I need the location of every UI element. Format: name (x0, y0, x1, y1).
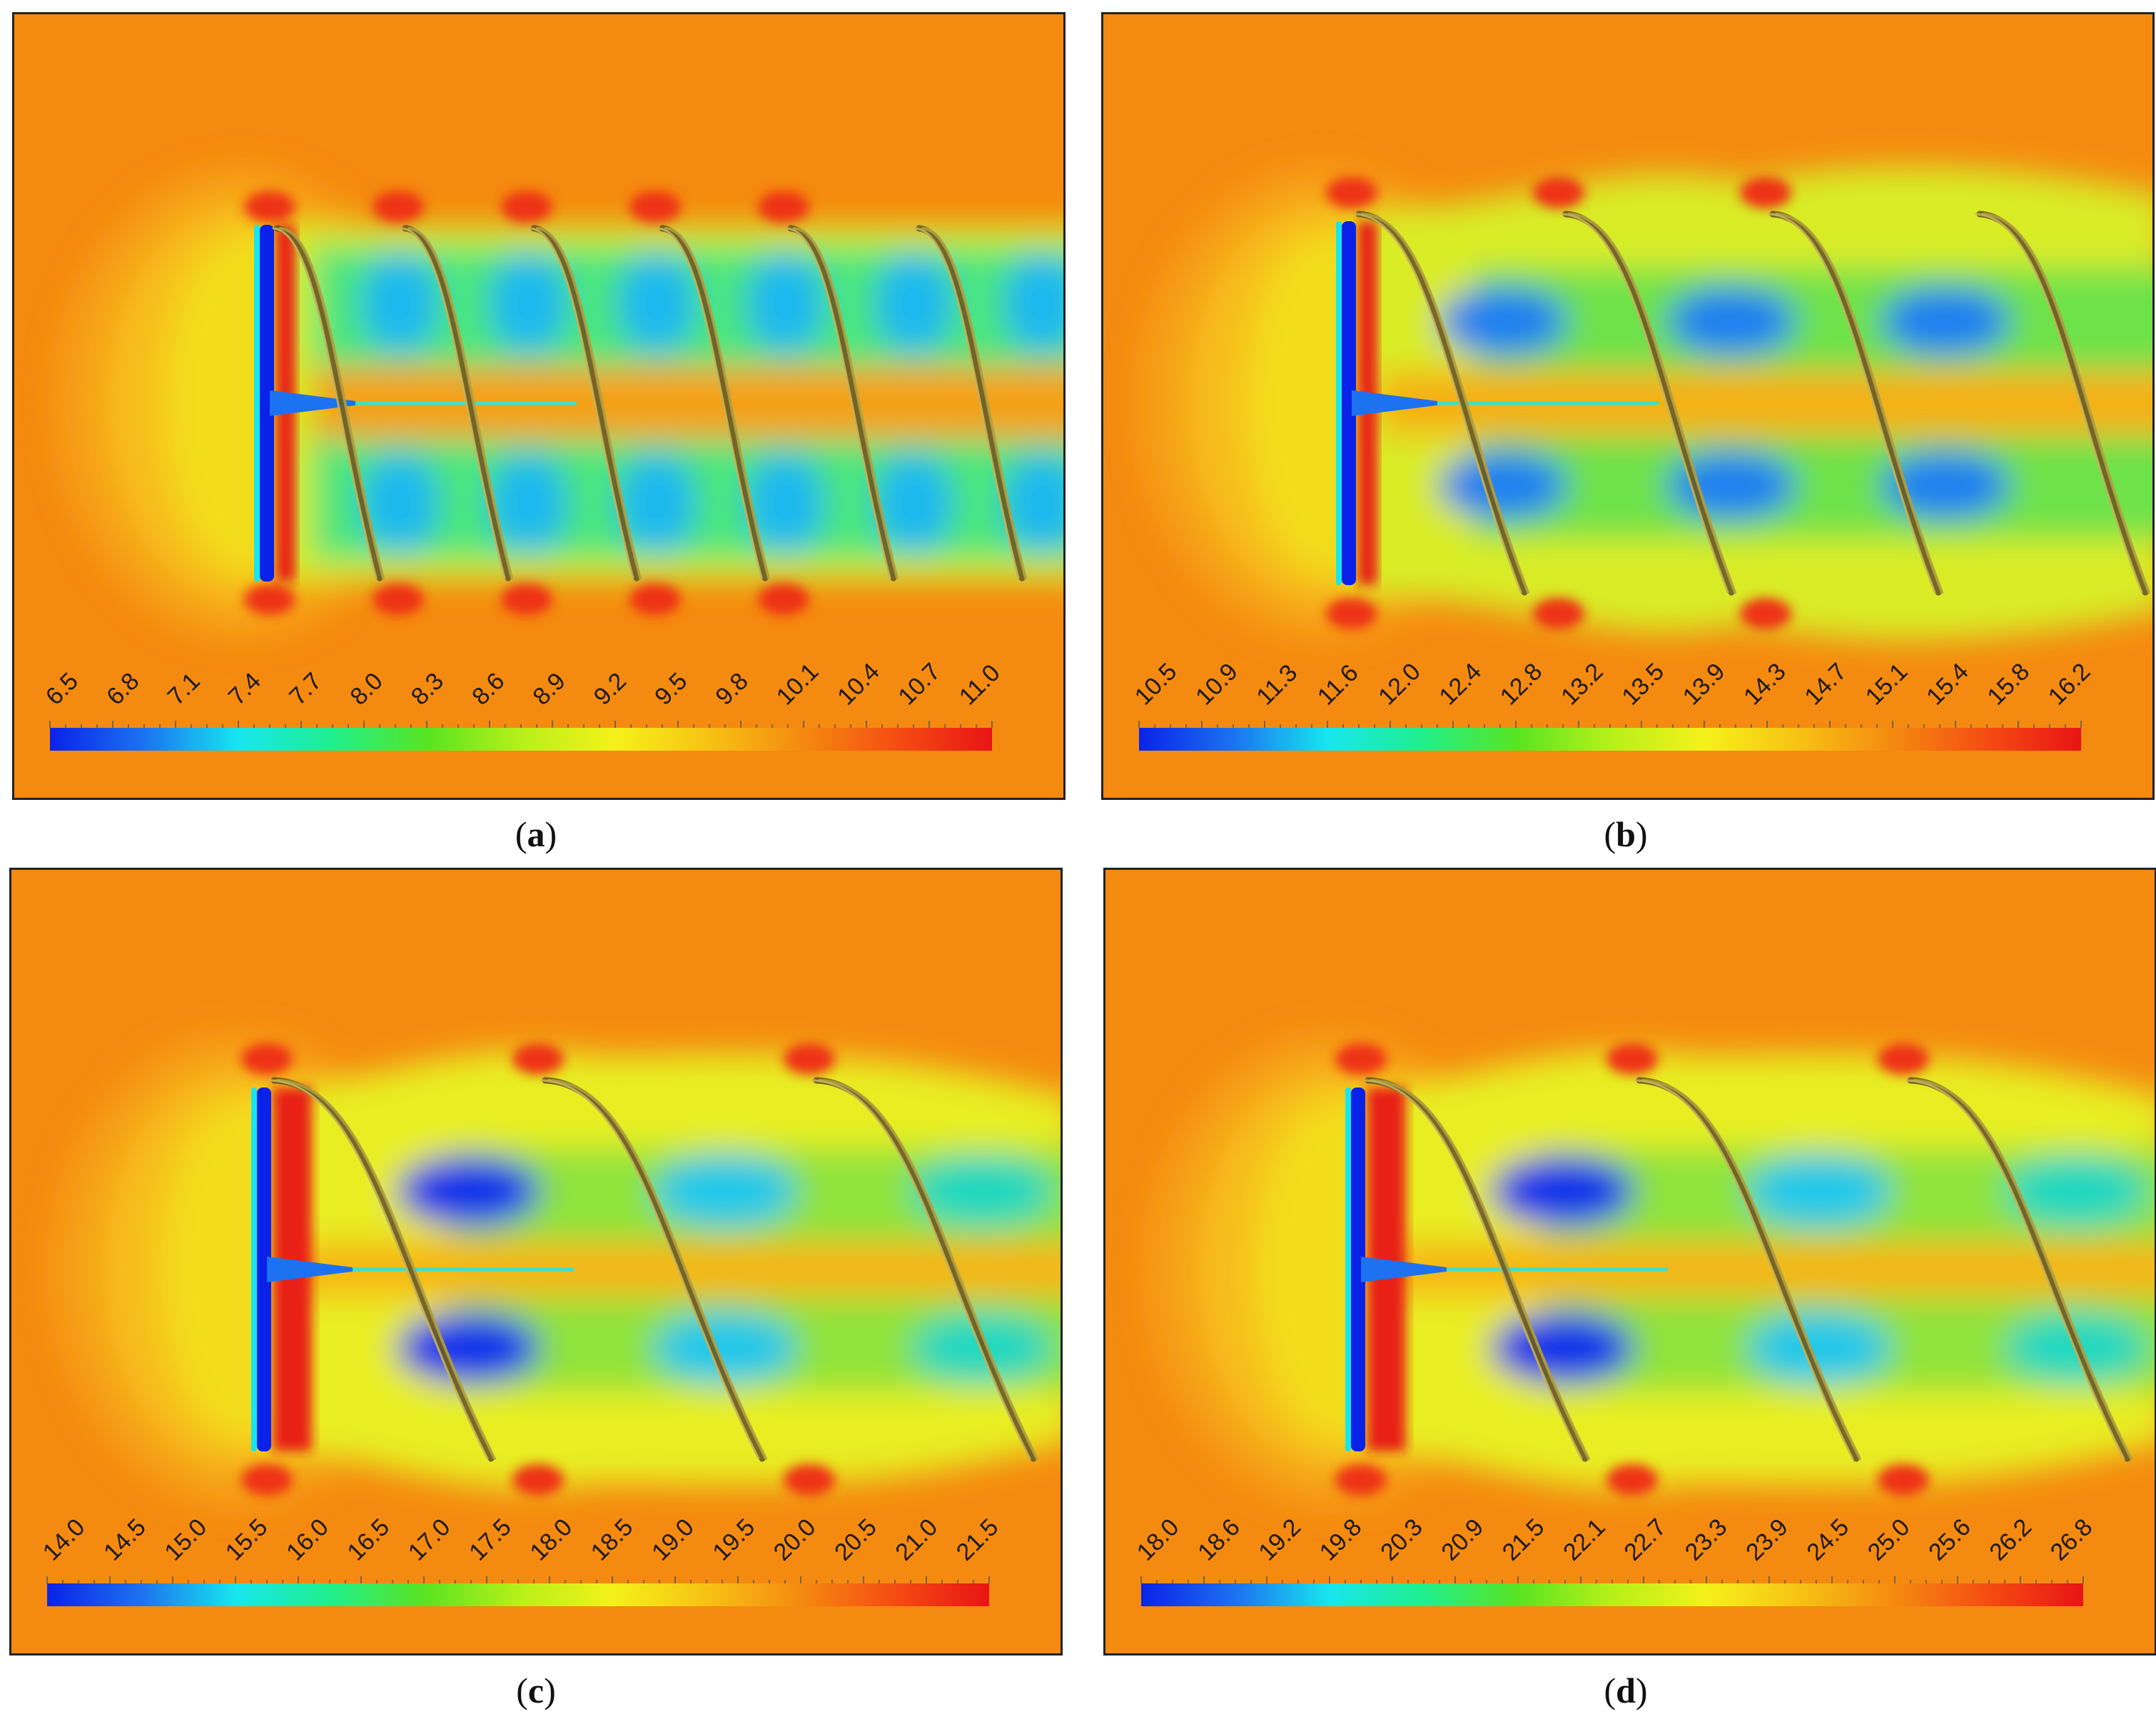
colorbar-gradient (50, 728, 992, 751)
tip-vortex-spots (1335, 1043, 1929, 1496)
colorbar-gradient (47, 1583, 989, 1606)
tip-vortex-filaments (269, 1077, 1038, 1462)
colorbar: 10.5 10.9 11.3 11.6 12.0 12.4 12.8 13.2 13.5 13.9… (1130, 658, 2095, 751)
rotor-plane (1336, 221, 1659, 585)
rotor-plane (1345, 1087, 1668, 1451)
rotor-plane (251, 1087, 574, 1451)
colorbar-gradient (1141, 1583, 2083, 1606)
tip-vortex-spots (241, 1043, 835, 1496)
contour-plot-c: 14.0 14.5 15.0 15.5 16.0 16.5 17.0 17.5 18.0 18.5… (11, 870, 1061, 1653)
panel-d-contour: 18.0 18.6 19.2 19.8 20.3 20.9 21.5 22.1 22.7 23.3… (1103, 868, 2156, 1655)
panel-a-contour: 6.5 6.8 7.1 7.4 7.7 8.0 8.3 8.6 8.9 9.2 9.5 9.8 10.1… (12, 12, 1066, 800)
caption-d: (d) (1604, 1670, 1648, 1710)
contour-plot-a: 6.5 6.8 7.1 7.4 7.7 8.0 8.3 8.6 8.9 9.2 9.5 9.8 10.1… (14, 14, 1063, 798)
caption-c: (c) (516, 1670, 556, 1710)
colorbar-gradient (1139, 728, 2081, 751)
tip-vortex-spots (1326, 177, 1791, 629)
wake-field (1147, 1034, 2155, 1505)
tip-vortex-filaments (272, 225, 1027, 582)
panel-c-contour: 14.0 14.5 15.0 15.5 16.0 16.5 17.0 17.5 18.0 18.5… (9, 868, 1063, 1655)
wake-field (56, 168, 1063, 639)
caption-b: (b) (1604, 814, 1648, 854)
contour-plot-b: 10.5 10.9 11.3 11.6 12.0 12.4 12.8 13.2 13.5 13.9… (1103, 14, 2152, 798)
rotor-plane (254, 225, 577, 582)
tip-vortex-spots (244, 191, 809, 615)
tip-vortex-filaments (1354, 211, 2150, 596)
tip-vortex-filaments (1363, 1077, 2132, 1462)
panel-b-contour: 10.5 10.9 11.3 11.6 12.0 12.4 12.8 13.2 13.5 13.9… (1101, 12, 2155, 800)
contour-plot-d: 18.0 18.6 19.2 19.8 20.3 20.9 21.5 22.1 22.7 23.3… (1105, 870, 2155, 1653)
caption-a: (a) (515, 814, 557, 854)
wake-field (1138, 166, 2152, 640)
